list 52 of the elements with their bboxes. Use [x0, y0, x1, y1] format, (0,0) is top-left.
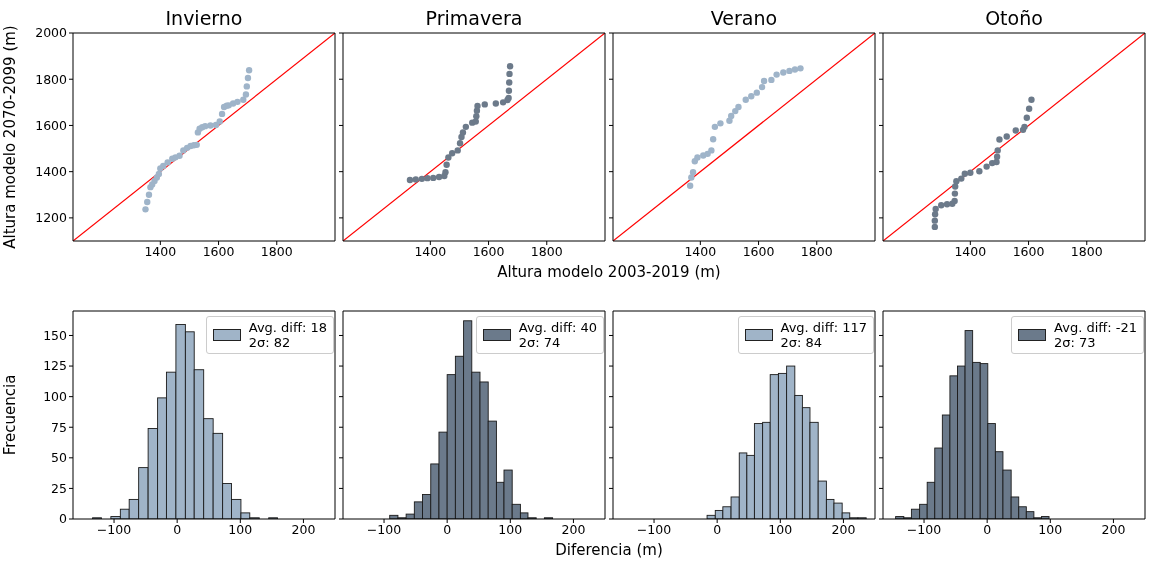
y-tick-label: 1800	[35, 71, 68, 87]
chart-title: Verano	[709, 7, 779, 29]
x-tick-label: 100	[1038, 521, 1063, 537]
x-tick-label: 100	[228, 521, 253, 537]
x-tick-label: 200	[561, 521, 586, 537]
x-axis-title: Altura modelo 2003-2019 (m)	[496, 263, 722, 281]
legend-label: Avg. diff: 18 2σ: 82	[248, 320, 327, 350]
x-tick-label: 1800	[1070, 243, 1103, 259]
y-axis-title: Altura modelo 2070-2099 (m)	[1, 24, 20, 251]
x-tick-label: 200	[831, 521, 856, 537]
x-axis-title: Diferencia (m)	[554, 541, 664, 559]
x-tick-label: −100	[366, 521, 402, 537]
x-tick-label: 200	[1101, 521, 1126, 537]
x-tick-label: 100	[768, 521, 793, 537]
x-tick-label: 100	[498, 521, 523, 537]
x-tick-label: 0	[713, 521, 722, 537]
y-tick-label: 50	[51, 450, 68, 466]
y-tick-label: 2000	[35, 25, 68, 41]
x-tick-label: 1600	[472, 243, 505, 259]
y-tick-label: 1600	[35, 117, 68, 133]
x-tick-label: 1600	[1012, 243, 1045, 259]
y-tick-label: 150	[43, 327, 68, 343]
x-tick-label: 0	[443, 521, 452, 537]
x-tick-label: 1800	[260, 243, 293, 259]
x-tick-label: 0	[173, 521, 182, 537]
x-tick-label: 1800	[800, 243, 833, 259]
chart-title: Otoño	[984, 7, 1044, 29]
y-tick-label: 25	[51, 480, 67, 496]
y-tick-label: 75	[51, 419, 67, 435]
chart-title: Primavera	[424, 7, 524, 29]
y-tick-label: 1200	[35, 210, 68, 226]
x-tick-label: 0	[983, 521, 992, 537]
y-tick-label: 0	[59, 511, 68, 527]
y-tick-label: 125	[43, 358, 67, 374]
x-tick-label: −100	[96, 521, 132, 537]
x-tick-label: 1400	[414, 243, 447, 259]
x-tick-label: 1800	[530, 243, 563, 259]
x-tick-label: 1400	[954, 243, 987, 259]
chart-title: Invierno	[164, 7, 244, 29]
legend-label: Avg. diff: 117 2σ: 84	[780, 320, 867, 350]
x-tick-label: 1400	[144, 243, 177, 259]
x-tick-label: −100	[636, 521, 672, 537]
x-tick-label: 1400	[684, 243, 717, 259]
x-tick-label: 1600	[202, 243, 235, 259]
y-axis-title: Frecuencia	[1, 373, 20, 458]
x-tick-label: 200	[291, 521, 316, 537]
y-tick-label: 100	[43, 389, 68, 405]
legend-label: Avg. diff: 40 2σ: 74	[518, 320, 597, 350]
y-tick-label: 1400	[35, 164, 68, 180]
legend-label: Avg. diff: -21 2σ: 73	[1054, 320, 1137, 350]
x-tick-label: 1600	[742, 243, 775, 259]
x-tick-label: −100	[906, 521, 942, 537]
